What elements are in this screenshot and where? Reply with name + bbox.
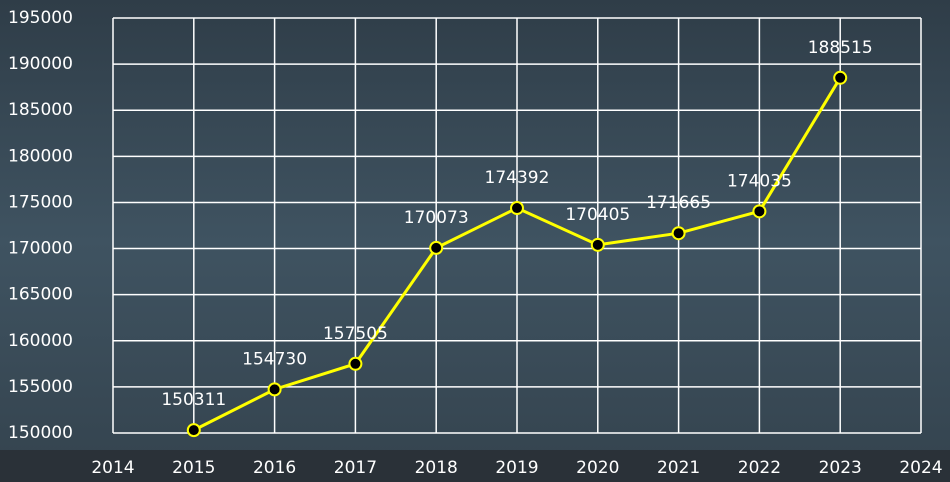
x-tick-label: 2020 [576,458,619,478]
point [592,239,604,251]
chart: 150000 155000 160000 165000 170000 175000 1800… [0,0,950,482]
value-label: 170073 [404,208,469,228]
point [188,424,200,436]
value-label: 171665 [646,193,711,213]
x-tick-label: 2024 [899,458,942,478]
point [673,227,685,239]
y-tick-label: 160000 [8,331,73,351]
point [269,383,281,395]
point [753,205,765,217]
value-label: 174392 [485,168,550,188]
value-label: 150311 [161,390,226,410]
value-label: 154730 [242,349,307,369]
x-tick-label: 2018 [415,458,458,478]
point [349,358,361,370]
y-tick-label: 180000 [8,146,73,166]
background [0,0,950,482]
x-tick-label: 2023 [819,458,862,478]
value-label: 174035 [727,171,792,191]
y-tick-label: 150000 [8,423,73,443]
x-tick-label: 2019 [495,458,538,478]
x-tick-label: 2016 [253,458,296,478]
point [834,72,846,84]
value-label: 157505 [323,324,388,344]
x-tick-label: 2017 [334,458,377,478]
x-tick-label: 2014 [91,458,134,478]
axis-band [0,450,950,482]
point [430,242,442,254]
x-tick-label: 2022 [738,458,781,478]
y-tick-label: 175000 [8,192,73,212]
value-label: 188515 [808,38,873,58]
y-tick-label: 170000 [8,239,73,259]
point [511,202,523,214]
value-label: 170405 [565,205,630,225]
y-tick-label: 195000 [8,8,73,28]
y-tick-label: 190000 [8,54,73,74]
y-tick-label: 165000 [8,285,73,305]
x-tick-label: 2015 [172,458,215,478]
y-tick-label: 185000 [8,100,73,120]
y-tick-label: 155000 [8,377,73,397]
x-tick-label: 2021 [657,458,700,478]
